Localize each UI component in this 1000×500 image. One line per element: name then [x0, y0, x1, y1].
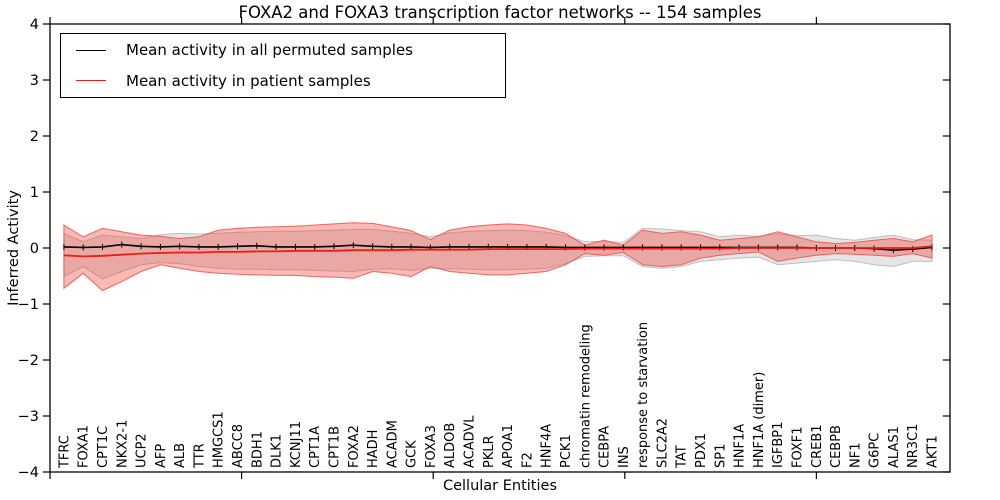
- x-tick-label: ABCC8: [231, 424, 246, 468]
- x-tick-label: FOXA2: [347, 425, 362, 468]
- y-tick-label: 3: [30, 73, 39, 89]
- x-tick-label: ALDOB: [443, 423, 458, 468]
- y-tick-label: −2: [18, 353, 39, 369]
- legend: Mean activity in all permuted samples Me…: [60, 33, 506, 98]
- x-tick-label: NR3C1: [906, 424, 921, 468]
- patient-mean-line: [63, 245, 933, 258]
- x-tick-label: NF1: [848, 443, 863, 468]
- y-tick-label: 0: [30, 241, 39, 257]
- chart-title: FOXA2 and FOXA3 transcription factor net…: [238, 3, 762, 22]
- legend-item-permuted: Mean activity in all permuted samples: [61, 36, 505, 64]
- y-tick-label: 4: [30, 17, 39, 33]
- legend-label-patient: Mean activity in patient samples: [126, 71, 371, 90]
- x-tick-label: TFRC: [57, 435, 72, 469]
- y-tick-label: −3: [18, 409, 39, 425]
- x-tick-label: HNF4A: [540, 424, 555, 468]
- x-tick-label: CPT1B: [327, 426, 342, 468]
- x-tick-label: DLK1: [270, 434, 285, 468]
- patient-line-swatch: [76, 80, 106, 82]
- x-tick-label: CEBPB: [829, 425, 844, 468]
- x-tick-label: IGFBP1: [771, 422, 786, 468]
- legend-item-patient: Mean activity in patient samples: [61, 67, 505, 95]
- x-tick-label: FOXA3: [424, 425, 439, 468]
- x-tick-label: response to starvation: [636, 322, 651, 468]
- y-tick-label: 1: [30, 185, 39, 201]
- x-tick-label: SP1: [713, 444, 728, 468]
- x-tick-label: AFP: [154, 444, 169, 468]
- x-tick-label: chromatin remodeling: [578, 324, 593, 468]
- y-tick-label: −4: [18, 465, 39, 481]
- permuted-line-swatch: [76, 49, 106, 51]
- x-tick-label: CPT1A: [308, 426, 323, 468]
- x-tick-label: CREB1: [810, 424, 825, 468]
- x-tick-label: HADH: [366, 430, 381, 468]
- x-tick-label: ALAS1: [887, 426, 902, 468]
- x-tick-label: PCK1: [559, 434, 574, 468]
- x-tick-label: F2: [520, 452, 535, 468]
- x-tick-label: UCP2: [135, 433, 150, 468]
- x-tick-label: INS: [617, 446, 632, 468]
- x-tick-label: GCK: [405, 440, 420, 468]
- x-tick-label: APOA1: [501, 424, 516, 468]
- y-tick-label: −1: [18, 297, 39, 313]
- x-tick-label: ACADM: [385, 420, 400, 468]
- x-tick-label: FOXF1: [790, 426, 805, 468]
- x-tick-label: CEBPA: [598, 426, 613, 468]
- x-tick-label: TAT: [675, 445, 690, 469]
- x-axis-label: Cellular Entities: [442, 478, 558, 494]
- x-tick-label: ACADVL: [463, 415, 478, 468]
- x-tick-label: HNF1A (dimer): [752, 372, 767, 468]
- x-tick-label: KCNJ11: [289, 421, 304, 468]
- x-tick-label: PDX1: [694, 433, 709, 468]
- x-tick-label: BDH1: [250, 431, 265, 468]
- x-tick-label: NKX2-1: [115, 420, 130, 468]
- y-axis-label: Inferred Activity: [6, 190, 22, 306]
- x-tick-label: HNF1A: [733, 424, 748, 468]
- x-tick-label: SLC2A2: [655, 418, 670, 468]
- x-tick-label: AKT1: [926, 435, 941, 468]
- x-tick-label: PKLR: [482, 435, 497, 468]
- x-tick-label: CPT1C: [96, 426, 111, 468]
- x-tick-label: ALB: [173, 443, 188, 468]
- y-tick-label: 2: [30, 129, 39, 145]
- x-tick-label: TTR: [192, 443, 207, 469]
- x-tick-label: G6PC: [868, 433, 883, 468]
- x-tick-label: FOXA1: [77, 425, 92, 468]
- legend-label-permuted: Mean activity in all permuted samples: [126, 41, 413, 60]
- patient-std-band: [63, 222, 933, 292]
- permuted-std-band: [63, 227, 933, 280]
- x-tick-label: HMGCS1: [212, 411, 227, 468]
